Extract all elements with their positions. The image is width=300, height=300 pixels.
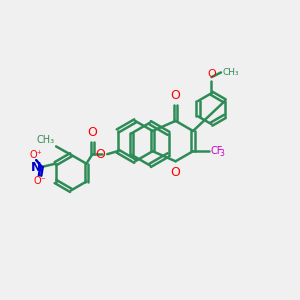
Text: O: O (95, 148, 105, 161)
Text: CH₃: CH₃ (222, 68, 239, 77)
Text: O: O (171, 166, 181, 179)
Text: 3: 3 (219, 149, 224, 158)
Text: CF: CF (211, 146, 223, 156)
Text: N: N (31, 161, 42, 174)
Text: CH₃: CH₃ (37, 135, 55, 145)
Text: O: O (87, 126, 97, 139)
Text: O: O (171, 89, 181, 102)
Text: O⁻: O⁻ (34, 176, 46, 186)
Text: O⁺: O⁺ (30, 150, 43, 160)
Text: O: O (207, 69, 216, 79)
